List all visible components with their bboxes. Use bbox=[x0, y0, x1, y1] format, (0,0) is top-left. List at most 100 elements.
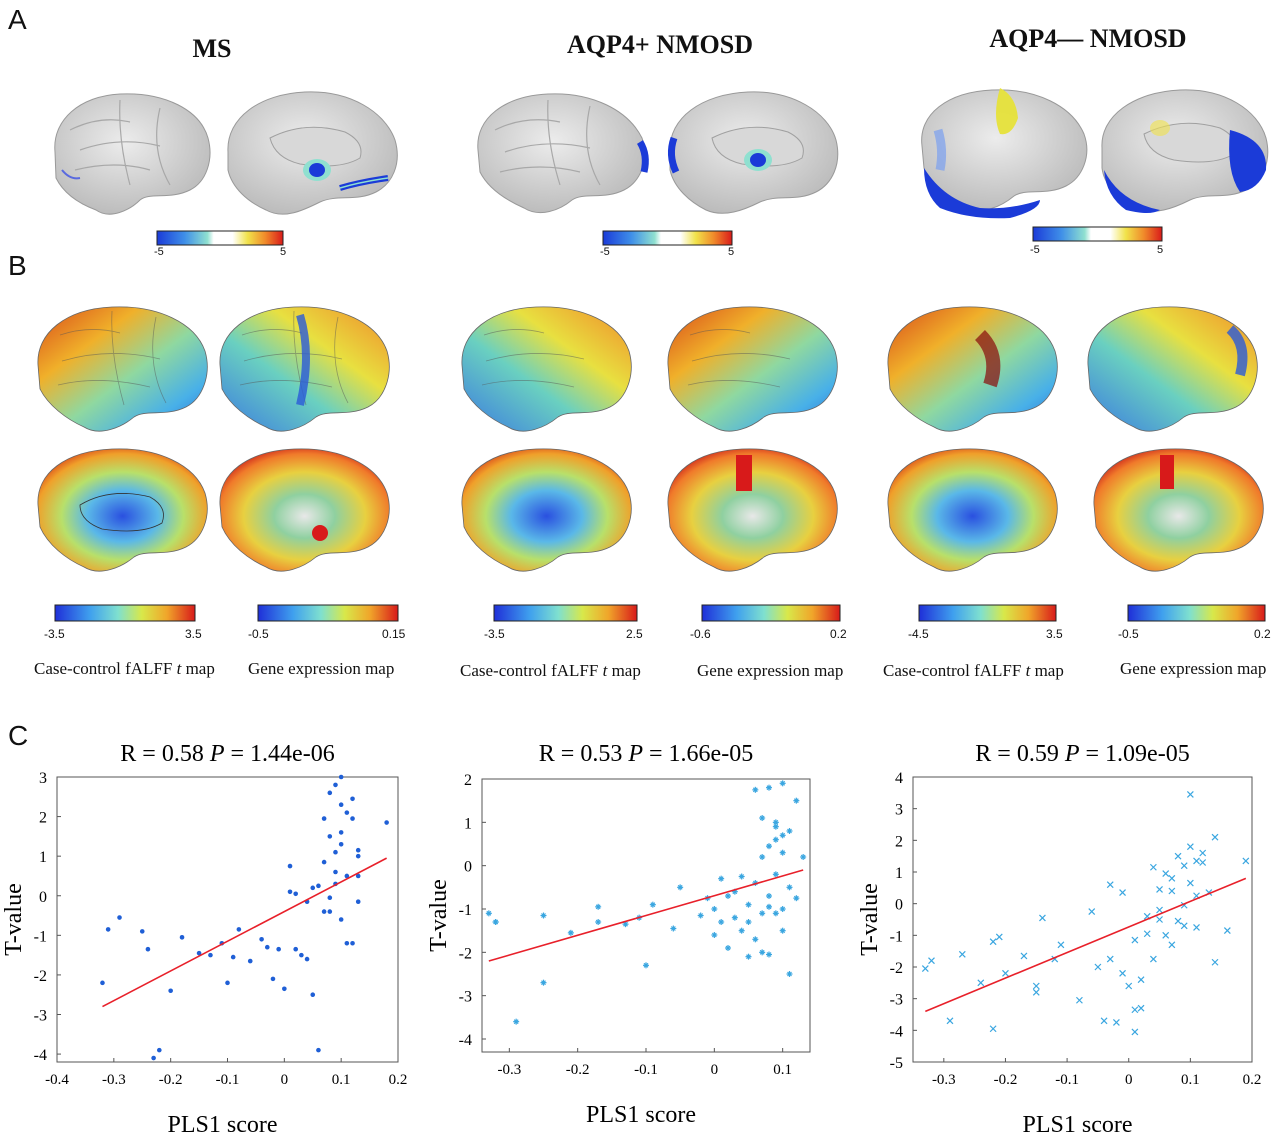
x-tick-label: -0.1 bbox=[216, 1072, 240, 1088]
data-point bbox=[595, 903, 602, 910]
data-point bbox=[745, 953, 752, 960]
y-tick-label: 2 bbox=[895, 833, 903, 850]
data-point bbox=[725, 893, 731, 899]
x-tick-label: 0.2 bbox=[1243, 1072, 1262, 1088]
data-point bbox=[793, 797, 800, 804]
data-point bbox=[247, 958, 253, 964]
ms-medial-brain bbox=[227, 91, 398, 215]
panel-c-letter: C bbox=[8, 720, 29, 751]
data-point bbox=[355, 853, 361, 859]
x-axis-label: PLS1 score bbox=[1023, 1112, 1133, 1135]
data-point bbox=[350, 816, 355, 821]
panel-a-title-ms: MS bbox=[192, 34, 232, 63]
y-tick-label: -4 bbox=[34, 1047, 47, 1064]
aqp4pos-gene-cbar-max: 0.2 bbox=[830, 627, 847, 641]
ms-t-map-caption: Case-control fALFF t map bbox=[34, 659, 215, 678]
x-tick-label: -0.3 bbox=[497, 1062, 521, 1078]
y-tick-label: 1 bbox=[39, 849, 47, 866]
y-axis-label: T-value bbox=[426, 879, 452, 951]
data-point bbox=[327, 790, 333, 796]
data-point bbox=[711, 932, 718, 938]
data-point bbox=[1193, 923, 1200, 931]
data-point bbox=[350, 940, 355, 946]
data-point bbox=[779, 832, 786, 839]
data-point bbox=[145, 946, 151, 952]
data-point bbox=[321, 909, 327, 914]
data-point bbox=[752, 936, 759, 943]
data-point bbox=[316, 883, 321, 889]
aqp4neg-t-cbar-min: -4.5 bbox=[908, 627, 929, 641]
aqp4pos-gene-cbar-min: -0.6 bbox=[690, 627, 711, 641]
aqp4pos-gene-lateral-brain bbox=[667, 306, 838, 432]
data-point bbox=[1094, 963, 1102, 971]
aqp4pos-t-cbar-max: 2.5 bbox=[626, 627, 643, 641]
data-point bbox=[786, 884, 793, 891]
x-tick-label: 0 bbox=[1125, 1072, 1133, 1088]
data-point bbox=[772, 871, 779, 878]
data-point bbox=[738, 927, 745, 934]
data-point bbox=[1131, 1028, 1139, 1036]
data-point bbox=[989, 938, 997, 946]
data-point bbox=[1156, 885, 1163, 893]
data-point bbox=[989, 1025, 997, 1033]
panel-b-brains bbox=[37, 306, 1266, 622]
data-point bbox=[1168, 874, 1176, 882]
y-tick-label: -4 bbox=[890, 1023, 903, 1040]
data-point bbox=[779, 927, 786, 934]
aqp4pos-gene-medial-brain bbox=[667, 448, 838, 572]
data-point bbox=[759, 854, 766, 860]
data-point bbox=[333, 869, 338, 875]
data-point bbox=[1112, 1018, 1120, 1026]
data-point bbox=[1137, 1004, 1145, 1012]
y-tick-label: -1 bbox=[459, 902, 472, 919]
data-point bbox=[492, 919, 499, 925]
data-point bbox=[344, 810, 350, 815]
data-point bbox=[1002, 969, 1009, 977]
ms-cbar-max: 5 bbox=[280, 246, 287, 258]
data-point bbox=[1180, 862, 1188, 870]
y-tick-label: 1 bbox=[895, 865, 903, 882]
data-point bbox=[772, 836, 779, 843]
data-point bbox=[310, 885, 316, 891]
scatter-title: R = 0.59 P = 1.09e-05 bbox=[975, 741, 1189, 767]
aqp4neg-medial-brain bbox=[1101, 89, 1269, 213]
data-point bbox=[1131, 1006, 1139, 1014]
aqp4neg-t-lateral-brain bbox=[887, 306, 1058, 432]
y-tick-label: 4 bbox=[895, 770, 903, 787]
data-point bbox=[921, 965, 929, 973]
data-point bbox=[344, 873, 350, 879]
data-point bbox=[567, 929, 574, 936]
data-point bbox=[338, 802, 344, 808]
data-point bbox=[793, 895, 800, 902]
y-tick-label: -3 bbox=[890, 992, 903, 1009]
data-point bbox=[1039, 914, 1046, 922]
plot-frame bbox=[912, 776, 1253, 1063]
data-point bbox=[100, 980, 105, 986]
data-point bbox=[1156, 906, 1163, 914]
data-point bbox=[697, 912, 704, 919]
data-point bbox=[670, 925, 677, 932]
y-tick-label: -2 bbox=[459, 945, 472, 962]
data-point bbox=[595, 919, 602, 925]
data-point bbox=[1143, 930, 1151, 938]
data-point bbox=[1199, 859, 1207, 866]
aqp4neg-gene-map-caption: Gene expression map bbox=[1120, 659, 1267, 678]
data-point bbox=[958, 950, 966, 958]
data-point bbox=[731, 914, 738, 921]
data-point bbox=[350, 796, 355, 802]
data-point bbox=[772, 910, 779, 917]
data-point bbox=[1174, 917, 1182, 925]
panel-a-letter: A bbox=[8, 4, 27, 35]
x-tick-label: -0.4 bbox=[45, 1072, 69, 1088]
data-point bbox=[327, 834, 333, 839]
data-point bbox=[1193, 857, 1200, 865]
aqp4neg-gene-cbar-max: 0.2 bbox=[1254, 627, 1271, 641]
ms-gene-medial-brain bbox=[219, 448, 390, 572]
x-axis-label: PLS1 score bbox=[586, 1102, 696, 1128]
data-point bbox=[1032, 982, 1040, 990]
data-point bbox=[772, 819, 779, 826]
y-tick-label: 2 bbox=[39, 810, 47, 827]
data-point bbox=[344, 940, 350, 946]
aqp4neg-cbar-min: -5 bbox=[1030, 244, 1040, 256]
scatter-plot-aqp4pos: R = 0.53 P = 1.66e-05 -0.3 -0.2 -0.1 0 0.1 -4 -… bbox=[426, 741, 811, 1128]
